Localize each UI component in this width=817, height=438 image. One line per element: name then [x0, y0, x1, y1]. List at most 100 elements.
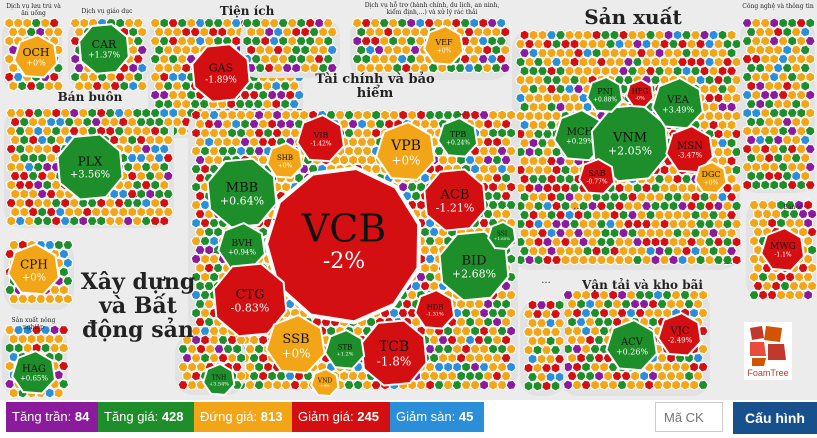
ticker-cell-acb[interactable]: ACB-1.21%: [423, 168, 487, 232]
ticker-cell-hdb[interactable]: HDB-1.31%: [414, 288, 456, 330]
more-indicator[interactable]: ...: [573, 201, 583, 212]
ticker-cell-vib[interactable]: VIB-1.42%: [296, 113, 345, 163]
stock-cell: [519, 119, 530, 131]
stock-cell: [226, 127, 238, 139]
more-indicator[interactable]: ...: [269, 212, 279, 223]
ticker-cell-hpg[interactable]: HPG-0%: [625, 78, 655, 109]
ticker-cell-ssi[interactable]: SSI+1.65%: [487, 220, 517, 251]
stock-cell: [18, 206, 30, 218]
ticker-cell-plx[interactable]: PLX+3.56%: [56, 133, 124, 201]
stock-cell: [33, 179, 44, 191]
stock-cell: [500, 190, 512, 202]
stat-down-count: 245: [357, 409, 379, 424]
stock-cell: [163, 62, 174, 74]
stock-cell: [726, 47, 737, 59]
stat-floor[interactable]: Giảm sàn: 45: [390, 402, 484, 432]
ticker-cell-mwg[interactable]: MWG-1.1%: [760, 226, 806, 272]
stock-cell: [600, 227, 611, 239]
stock-cell: [257, 154, 269, 166]
ticker-code: GAS: [209, 62, 233, 75]
stock-cell: [406, 109, 418, 121]
ticker-cell-vef[interactable]: VEF+0%: [423, 24, 465, 66]
stat-floor-label: Giảm sàn:: [396, 409, 456, 424]
ticker-cell-och[interactable]: OCH+0%: [13, 33, 59, 79]
stock-cell: [790, 62, 802, 74]
stock-cell: [99, 206, 111, 218]
stock-cell: [745, 116, 757, 128]
stock-cell: [546, 30, 558, 40]
stock-cell: [72, 116, 84, 128]
stock-cell: [499, 62, 511, 74]
stock-cell: [162, 116, 174, 128]
stock-cell: [596, 236, 608, 248]
more-indicator[interactable]: ...: [456, 107, 466, 118]
stock-cell: [40, 17, 51, 29]
stock-cell: [537, 29, 548, 41]
ticker-cell-vea[interactable]: VEA+3.49%: [651, 76, 704, 130]
stat-floor-count: 45: [458, 409, 474, 424]
stock-cell: [46, 134, 57, 146]
ticker-cell-bvh[interactable]: BVH+0.94%: [217, 221, 266, 271]
stat-flat[interactable]: Đứng giá: 813: [194, 402, 292, 432]
stock-cell: [699, 191, 710, 203]
stock-cell: [805, 71, 816, 83]
stock-cell: [54, 188, 66, 200]
ticker-cell-sab[interactable]: SAB-0.77%: [578, 157, 616, 195]
stock-cell: [288, 80, 300, 92]
stock-cell: [478, 163, 490, 175]
stock-cell: [445, 62, 457, 74]
ticker-cell-tnh[interactable]: TNH+3.54%: [202, 362, 236, 396]
ticker-cell-car[interactable]: CAR+1.37%: [78, 23, 130, 75]
ticker-change: +0.65%: [20, 374, 48, 382]
stock-cell: [33, 125, 44, 137]
stock-cell: [483, 118, 494, 130]
stock-cell: [263, 127, 274, 139]
stock-cell: [105, 125, 116, 137]
stock-cell: [578, 200, 589, 212]
ticker-cell-ssb[interactable]: SSB+0%: [265, 313, 326, 374]
foamtree-logo[interactable]: FoamTree: [744, 322, 792, 380]
stock-cell: [804, 35, 816, 47]
ticker-cell-pnj[interactable]: PNJ+0.88%: [586, 75, 624, 113]
ticker-cell-mbb[interactable]: MBB+0.64%: [206, 157, 278, 229]
stat-down[interactable]: Giảm giá: 245: [292, 402, 390, 432]
more-indicator[interactable]: ...: [206, 245, 216, 256]
more-indicator[interactable]: ...: [541, 275, 551, 286]
ticker-search-input[interactable]: [655, 402, 723, 432]
stock-cell: [632, 254, 644, 266]
ticker-cell-gas[interactable]: GAS-1.89%: [191, 43, 251, 103]
ticker-cell-cph[interactable]: CPH+0%: [7, 242, 60, 296]
ticker-cell-vjc[interactable]: VJC-2.49%: [657, 311, 703, 357]
more-indicator[interactable]: ...: [723, 256, 733, 267]
stock-cell: [162, 45, 174, 55]
ticker-cell-vcb[interactable]: VCB-2%: [263, 165, 422, 325]
ticker-cell-tcb[interactable]: TCB-1.8%: [360, 319, 428, 387]
foamtree-treemap[interactable]: VCB -2% OCH +0% CAR +1.37% GAS -1.89% VEF +0% PLX +…: [0, 0, 817, 400]
stock-cell: [410, 26, 421, 38]
stat-ceiling[interactable]: Tăng trần: 84: [6, 402, 98, 432]
stock-cell: [505, 163, 517, 175]
ticker-cell-shb[interactable]: SHB+0%: [266, 141, 304, 179]
ticker-cell-hag[interactable]: HAG+0.65%: [11, 349, 57, 395]
stock-cell: [746, 170, 757, 182]
ticker-cell-vnd[interactable]: VND+0%: [310, 367, 340, 398]
stock-cell: [128, 80, 139, 92]
stock-cell: [560, 182, 571, 194]
ticker-cell-stb[interactable]: STB+1.2%: [324, 328, 366, 370]
stock-cell: [546, 191, 557, 203]
ticker-cell-acv[interactable]: ACV+0.26%: [605, 318, 658, 372]
stock-cell: [127, 26, 139, 38]
more-indicator[interactable]: ...: [128, 189, 138, 200]
ticker-cell-tpb[interactable]: TPB+0.24%: [437, 116, 479, 158]
ticker-cell-dgc[interactable]: DGC+0%: [694, 160, 728, 194]
stock-cell: [200, 253, 211, 265]
stock-cell: [668, 200, 679, 212]
config-button[interactable]: Cấu hình: [733, 402, 817, 434]
ticker-cell-vpb[interactable]: VPB+0%: [375, 120, 436, 181]
stock-cell: [804, 161, 816, 173]
stock-cell: [149, 125, 161, 137]
stat-up[interactable]: Tăng giá: 428: [98, 402, 194, 432]
stock-cell: [623, 182, 634, 194]
stock-cell: [180, 80, 192, 92]
stock-cell: [663, 173, 674, 185]
